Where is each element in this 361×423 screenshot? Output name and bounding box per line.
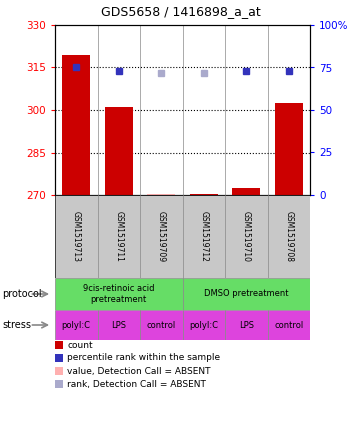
Bar	[140, 310, 183, 340]
Text: polyI:C: polyI:C	[62, 321, 91, 330]
Text: GSM1519709: GSM1519709	[157, 211, 166, 262]
Bar	[225, 310, 268, 340]
Bar	[55, 278, 183, 310]
Text: GSM1519713: GSM1519713	[72, 211, 81, 262]
Bar	[183, 278, 310, 310]
Text: percentile rank within the sample: percentile rank within the sample	[67, 354, 220, 363]
Text: GSM1519710: GSM1519710	[242, 211, 251, 262]
Text: LPS: LPS	[239, 321, 254, 330]
Text: GSM1519712: GSM1519712	[199, 211, 208, 262]
Bar	[232, 188, 260, 195]
Bar	[190, 194, 218, 195]
Text: LPS: LPS	[111, 321, 126, 330]
Text: control: control	[274, 321, 303, 330]
Bar	[105, 107, 132, 195]
Text: rank, Detection Call = ABSENT: rank, Detection Call = ABSENT	[67, 379, 206, 388]
Bar	[97, 310, 140, 340]
Text: GDS5658 / 1416898_a_at: GDS5658 / 1416898_a_at	[101, 5, 260, 18]
Text: protocol: protocol	[2, 289, 42, 299]
Bar	[183, 310, 225, 340]
Bar	[275, 103, 303, 195]
Text: GSM1519708: GSM1519708	[284, 211, 293, 262]
Text: GSM1519711: GSM1519711	[114, 211, 123, 262]
Text: count: count	[67, 341, 93, 349]
Text: control: control	[147, 321, 176, 330]
Text: stress: stress	[2, 320, 31, 330]
Text: DMSO pretreatment: DMSO pretreatment	[204, 289, 288, 299]
Bar	[55, 310, 97, 340]
Text: 9cis-retinoic acid
pretreatment: 9cis-retinoic acid pretreatment	[83, 284, 155, 304]
Text: value, Detection Call = ABSENT: value, Detection Call = ABSENT	[67, 366, 210, 376]
Bar	[268, 310, 310, 340]
Text: polyI:C: polyI:C	[189, 321, 218, 330]
Bar	[62, 55, 90, 195]
